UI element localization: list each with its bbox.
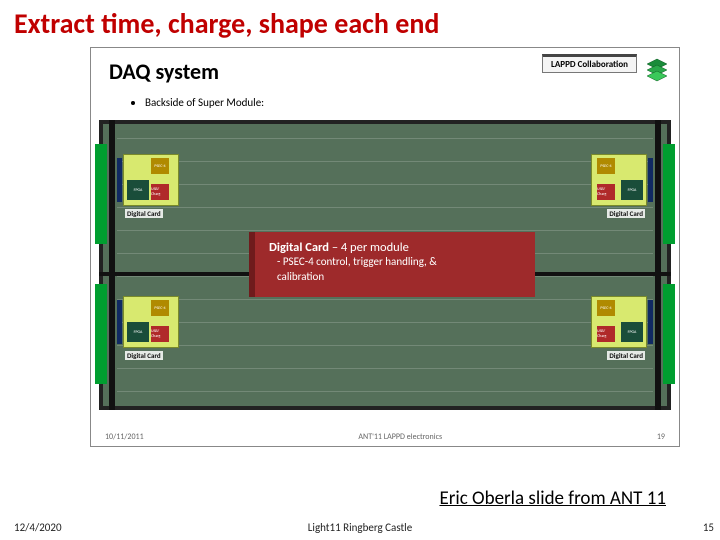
pin-strip (648, 158, 653, 202)
analog-board-left-top (95, 144, 107, 244)
bullet-dot-icon (131, 101, 135, 105)
lappd-badge: LAPPD Collaboration (542, 54, 637, 73)
footer-date: 12/4/2020 (14, 521, 62, 534)
pin-strip (648, 300, 653, 344)
bullet-text: Backside of Super Module: (145, 96, 264, 109)
digital-card: FPGA PSEC-4 USB/ Charg Digital Card (591, 154, 647, 206)
bullet: Backside of Super Module: (131, 96, 264, 109)
psec-chip: PSEC-4 (597, 158, 615, 174)
card-label: Digital Card (607, 351, 645, 360)
analog-board-right-top (663, 144, 675, 244)
usb-chip: USB/ Charg (597, 326, 615, 342)
callout-line1: - PSEC-4 control, trigger handling, & (277, 255, 521, 270)
psec-chip: PSEC-4 (597, 300, 615, 316)
analog-board-left-bot (95, 284, 107, 384)
footer-venue: Light11 Ringberg Castle (308, 521, 412, 534)
embedded-footer: 10/11/2011 ANT'11 LAPPD electronics 19 (91, 432, 679, 442)
analog-board-right-bot (663, 284, 675, 384)
fpga-chip: FPGA (127, 322, 149, 342)
fpga-chip: FPGA (127, 180, 149, 200)
frame-left (109, 120, 115, 410)
embedded-mid: ANT'11 LAPPD electronics (358, 432, 442, 442)
usb-chip: USB/ Charg (151, 184, 169, 200)
slide-title: Extract time, charge, shape each end (0, 0, 720, 43)
footer: 12/4/2020 Light11 Ringberg Castle 15 (0, 521, 720, 534)
caption: Eric Oberla slide from ANT 11 (439, 487, 666, 510)
callout-line2: calibration (277, 270, 521, 285)
embedded-page: 19 (657, 432, 665, 442)
psec-chip: PSEC-4 (151, 158, 169, 174)
callout-title-rest: – 4 per module (329, 240, 409, 255)
digital-card: FPGA PSEC-4 USB/ Charg Digital Card (591, 296, 647, 348)
pin-strip (117, 158, 122, 202)
card-label: Digital Card (125, 351, 163, 360)
usb-chip: USB/ Charg (151, 326, 169, 342)
embedded-date: 10/11/2011 (105, 432, 144, 442)
fpga-chip: FPGA (621, 180, 643, 200)
lappd-logo-icon (641, 54, 673, 86)
pin-strip (117, 300, 122, 344)
usb-chip: USB/ Charg (597, 184, 615, 200)
card-label: Digital Card (607, 209, 645, 218)
callout: Digital Card – 4 per module - PSEC-4 con… (249, 232, 535, 297)
psec-chip: PSEC-4 (151, 300, 169, 316)
fpga-chip: FPGA (621, 322, 643, 342)
callout-title-strong: Digital Card (269, 240, 329, 255)
embedded-title: DAQ system (109, 58, 219, 85)
footer-page: 15 (703, 521, 714, 534)
card-label: Digital Card (125, 209, 163, 218)
digital-card: FPGA PSEC-4 USB/ Charg Digital Card (123, 296, 179, 348)
frame-right (655, 120, 661, 410)
digital-card: FPGA PSEC-4 USB/ Charg Digital Card (123, 154, 179, 206)
embedded-slide: DAQ system LAPPD Collaboration Backside … (90, 47, 680, 447)
module-photo: FPGA PSEC-4 USB/ Charg Digital Card FPGA… (99, 120, 671, 410)
